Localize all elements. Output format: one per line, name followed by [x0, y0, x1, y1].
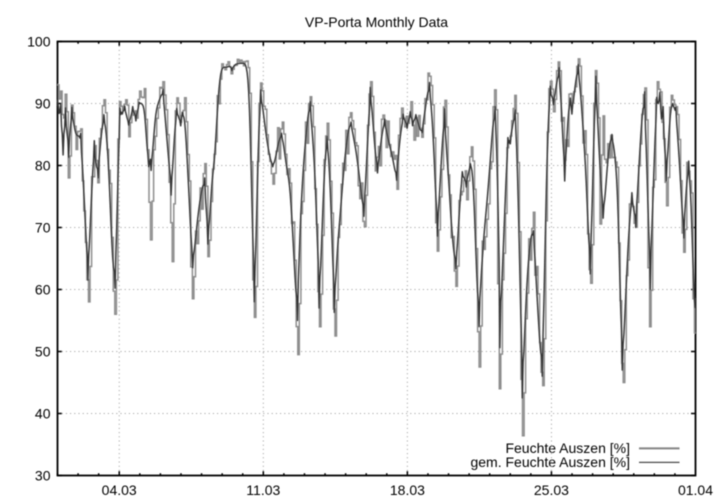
- svg-text:Feuchte Auszen [%]: Feuchte Auszen [%]: [505, 440, 630, 456]
- svg-text:VP-Porta Monthly Data: VP-Porta Monthly Data: [305, 14, 448, 30]
- svg-text:80: 80: [35, 158, 51, 174]
- svg-text:11.03: 11.03: [246, 482, 280, 498]
- svg-text:70: 70: [35, 220, 51, 236]
- svg-text:18.03: 18.03: [390, 482, 425, 498]
- svg-text:60: 60: [35, 282, 51, 298]
- svg-text:30: 30: [35, 468, 51, 484]
- svg-text:50: 50: [35, 344, 51, 360]
- svg-text:01.04: 01.04: [678, 482, 713, 498]
- svg-text:04.03: 04.03: [102, 482, 137, 498]
- svg-text:25.03: 25.03: [534, 482, 569, 498]
- svg-text:100: 100: [27, 34, 51, 50]
- svg-text:gem. Feuchte Auszen [%]: gem. Feuchte Auszen [%]: [470, 454, 630, 470]
- svg-text:90: 90: [35, 96, 51, 112]
- svg-text:40: 40: [35, 406, 51, 422]
